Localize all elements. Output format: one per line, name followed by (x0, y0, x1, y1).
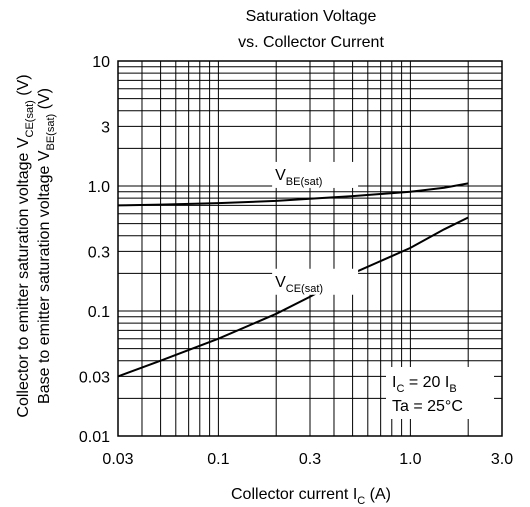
x-tick-label: 0.3 (299, 451, 321, 468)
curve-labels: VBE(sat) VCE(sat) (272, 161, 359, 295)
condition-temperature: Ta = 25°C (392, 398, 463, 415)
chart-title-line1: Saturation Voltage (246, 8, 377, 25)
x-tick-label: 0.03 (102, 451, 133, 468)
x-tick-labels: 0.03 0.1 0.3 1.0 3.0 (102, 451, 513, 468)
plot-frame (117, 60, 503, 437)
y-tick-label: 3 (101, 119, 110, 136)
conditions-box: IC = 20 IB Ta = 25°C (386, 367, 494, 419)
vce-sat-curve (117, 216, 469, 378)
curve-label-bg (272, 268, 359, 295)
y-axis-title-line2: Base to emitter saturation voltage VBE(s… (36, 88, 57, 404)
curve-label-bg (272, 161, 359, 188)
y-tick-label: 1.0 (88, 179, 110, 196)
y-tick-label: 0.1 (88, 304, 110, 321)
y-tick-label: 0.03 (79, 369, 110, 386)
vbe-sat-curve (117, 182, 469, 207)
x-tick-label: 1.0 (399, 451, 421, 468)
chart-title-line2: vs. Collector Current (238, 34, 384, 51)
y-tick-label: 10 (92, 54, 110, 71)
vce-sat-label: VCE(sat) (275, 274, 323, 295)
y-axis-title-line1: Collector to emitter saturation voltage … (15, 74, 36, 417)
x-tick-label: 3.0 (491, 451, 513, 468)
curves (117, 182, 469, 378)
y-tick-labels: 0.01 0.03 0.1 0.3 1.0 3 10 (79, 54, 110, 446)
x-axis-title: Collector current IC (A) (231, 486, 391, 507)
y-tick-label: 0.3 (88, 244, 110, 261)
x-tick-label: 0.1 (207, 451, 229, 468)
condition-current-ratio: IC = 20 IB (392, 374, 457, 395)
y-tick-label: 0.01 (79, 429, 110, 446)
vbe-sat-label: VBE(sat) (275, 167, 322, 188)
